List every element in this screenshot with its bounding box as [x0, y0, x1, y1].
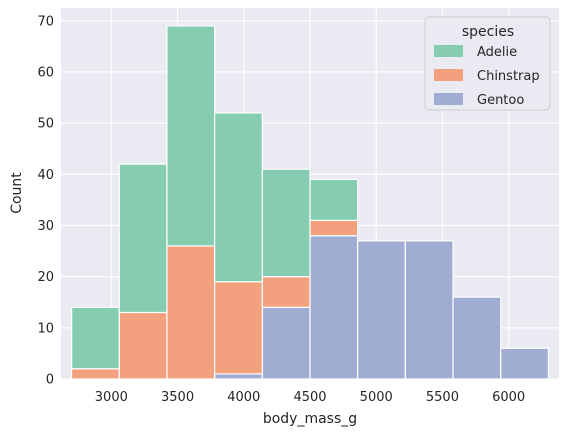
bar-gentoo	[452, 296, 502, 380]
y-tick-label: 40	[37, 168, 54, 183]
y-tick-label: 30	[37, 219, 54, 234]
bar-gentoo	[261, 306, 311, 380]
x-axis-label: body_mass_g	[263, 411, 357, 427]
x-tick-label: 5000	[360, 390, 393, 405]
bar-adelie	[309, 178, 359, 221]
x-tick-label: 3000	[95, 390, 128, 405]
legend-label-gentoo: Gentoo	[477, 93, 524, 108]
y-tick-label: 70	[37, 14, 54, 29]
y-axis-ticks: 0 10 20 30 40 50 60 70	[37, 14, 54, 387]
bar-chinstrap	[214, 281, 263, 375]
y-tick-label: 20	[37, 270, 54, 285]
legend-label-chinstrap: Chinstrap	[477, 69, 540, 84]
legend-swatch-gentoo	[434, 93, 463, 105]
bar-chinstrap	[70, 368, 120, 380]
legend-title: species	[462, 24, 514, 40]
x-tick-label: 4500	[293, 390, 326, 405]
bar-adelie	[261, 168, 311, 278]
bars	[70, 25, 550, 380]
bar-adelie	[70, 306, 120, 370]
bar-gentoo	[500, 347, 550, 380]
bar-gentoo	[404, 240, 454, 380]
bar-adelie	[118, 163, 168, 314]
legend-label-adelie: Adelie	[477, 45, 517, 60]
bar-gentoo	[357, 240, 406, 380]
bar-adelie	[214, 112, 263, 283]
y-axis-label: Count	[9, 172, 25, 214]
y-tick-label: 60	[37, 65, 54, 80]
y-tick-label: 10	[37, 321, 54, 336]
y-tick-label: 0	[46, 373, 54, 388]
legend-swatch-chinstrap	[434, 69, 463, 81]
bar-chinstrap	[309, 219, 359, 237]
x-axis-ticks: 3000 3500 4000 4500 5000 5500 6000	[95, 390, 525, 405]
bar-adelie	[166, 25, 216, 247]
bar-chinstrap	[261, 276, 311, 308]
x-tick-label: 4000	[227, 390, 260, 405]
legend-items: Adelie Chinstrap Gentoo	[434, 45, 540, 108]
legend-box	[424, 16, 551, 111]
x-tick-label: 3500	[161, 390, 194, 405]
y-tick-label: 50	[37, 117, 54, 132]
bar-chinstrap	[166, 245, 216, 380]
x-tick-label: 6000	[492, 390, 525, 405]
bar-gentoo	[309, 235, 359, 380]
legend-swatch-adelie	[434, 45, 463, 57]
bar-gentoo	[214, 373, 263, 380]
bar-chinstrap	[118, 311, 168, 380]
legend: species Adelie Chinstrap Gentoo	[424, 16, 551, 111]
x-tick-label: 5500	[426, 390, 459, 405]
